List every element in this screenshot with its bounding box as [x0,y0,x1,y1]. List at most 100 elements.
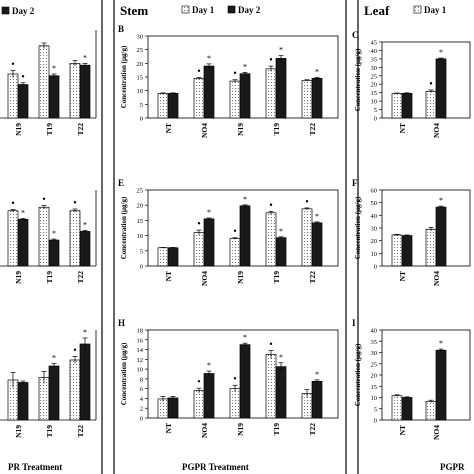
panel-letter: C [352,30,359,40]
significance-marker: * [439,48,443,57]
stem-section-title: Stem [120,3,148,18]
x-tick-label: N19 [14,123,23,136]
bar-day2 [311,78,323,119]
y-tick-label: 15 [371,384,378,391]
bar-day1 [38,45,50,119]
y-tick-label: 10 [137,88,144,95]
x-tick-label: T19 [45,425,54,438]
significance-marker: • [21,72,25,83]
significance-marker: • [233,69,237,80]
bar-day2 [167,397,179,419]
x-tick-label: N19 [236,123,245,136]
significance-marker: • [269,55,273,66]
y-tick-label: 30 [137,34,144,41]
y-tick-label: 15 [137,218,144,225]
panel-letter: F [352,178,358,188]
y-tick-label: 20 [371,373,378,380]
significance-marker: * [279,46,283,55]
bar-day1 [425,228,437,267]
bar-day2 [401,397,413,421]
legend-leaf: Day 1 [413,5,447,15]
bar-day1 [265,212,277,267]
bar-day2 [311,222,323,267]
y-tick-label: 30 [371,65,378,72]
x-tick-label: NT [164,423,173,433]
significance-marker: • [11,59,15,70]
panel-letter: H [118,318,125,328]
panel-partial-0: • • N19 * T19 * T22 [0,30,97,136]
significance-marker: * [52,229,56,238]
bar-day1 [193,78,205,119]
significance-marker: • [269,340,273,351]
root-xaxis-title: PR Treatment [8,462,62,472]
y-tick-label: 30 [371,350,378,357]
y-tick-label: 15 [371,90,378,97]
y-tick-label: 20 [137,203,144,210]
bar-day1 [7,210,19,267]
bar-day1 [38,377,50,421]
bar-day2 [79,64,91,119]
y-axis-label: Concentration (µg/g) [120,45,128,108]
significance-marker: * [52,354,56,363]
y-tick-label: 40 [371,213,378,220]
y-tick-label: 0 [374,264,377,271]
x-tick-label: NO4 [200,423,209,438]
bar-day1 [7,73,19,119]
bar-day1 [193,390,205,419]
y-tick-label: 10 [371,395,378,402]
x-tick-label: N19 [236,271,245,284]
x-tick-label: N19 [236,423,245,436]
x-tick-label: N19 [14,271,23,284]
significance-marker: * [83,220,87,229]
legend-day1-swatch [181,5,190,14]
significance-marker: * [279,353,283,362]
y-tick-label: 5 [374,406,377,413]
bar-day1 [157,398,169,419]
bar-day1 [193,232,205,267]
significance-marker: * [207,208,211,217]
legend-day2-label: Day 2 [238,5,261,15]
y-tick-label: 35 [371,56,378,63]
legend-day1-swatch [413,5,422,14]
x-tick-label: T19 [272,271,281,284]
bar-day1 [157,247,169,267]
y-axis-label: Concentration (µg/g) [354,343,362,406]
bar-day1 [265,354,277,419]
y-tick-label: 15 [137,75,144,82]
bar-day2 [275,237,287,267]
y-tick-label: 14 [137,347,144,354]
y-tick-label: 5 [140,102,143,109]
x-tick-label: T22 [76,123,85,136]
significance-marker: • [197,219,201,230]
significance-marker: * [315,212,319,221]
bar-day1 [391,234,403,267]
bar-day2 [275,366,287,419]
bar-day2 [239,344,251,419]
y-tick-label: 40 [371,48,378,55]
significance-marker: • [73,346,77,357]
bar-day2 [239,205,251,267]
bar-day2 [79,231,91,267]
panel-F: F 0 10 20 30 40 50 60 Concentration (µg/g) NT * NO4 [352,178,471,286]
significance-marker: * [83,328,87,337]
x-tick-label: T22 [76,425,85,438]
y-tick-label: 25 [137,188,144,195]
leaf-section-title: Leaf [364,3,390,18]
y-tick-label: 2 [140,406,143,413]
significance-marker: • [73,198,77,209]
y-tick-label: 0 [140,416,143,423]
y-tick-label: 10 [137,367,144,374]
y-tick-label: 10 [371,99,378,106]
bar-day2 [203,65,215,119]
y-tick-label: 25 [371,361,378,368]
x-tick-label: T22 [308,271,317,284]
significance-marker: * [243,195,247,204]
y-tick-label: 10 [371,251,378,258]
y-tick-label: 5 [374,107,377,114]
significance-marker: • [269,200,273,211]
x-tick-label: NO4 [200,271,209,286]
significance-marker: * [243,62,247,71]
x-tick-label: NT [164,271,173,281]
bar-day1 [391,93,403,119]
bar-day2 [48,75,60,119]
